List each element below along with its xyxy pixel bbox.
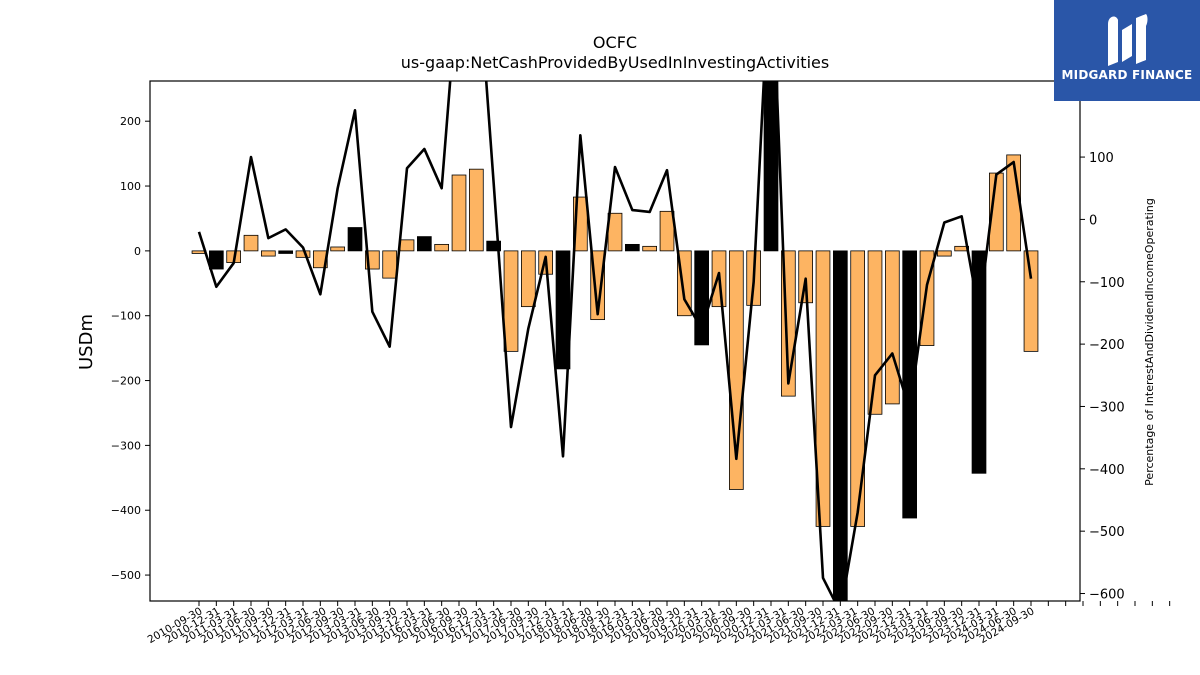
bar (763, 81, 779, 252)
bar (243, 234, 259, 252)
y2-tick-label: 0 (1089, 213, 1097, 228)
bar (625, 243, 640, 252)
bar (1023, 250, 1039, 352)
y2-tick-label: 100 (1089, 151, 1114, 166)
y-axis-label: USDm (76, 314, 97, 370)
bar (260, 250, 276, 257)
bar (815, 250, 831, 527)
x-axis: 2010-09-302010-12-312011-03-312011-06-30… (146, 601, 1171, 646)
bar (885, 250, 900, 405)
y-tick-label: −400 (111, 504, 141, 517)
bar (694, 250, 709, 346)
bar (399, 239, 415, 252)
bar (659, 210, 675, 252)
plot-frame (149, 80, 1081, 602)
y2-axis-label: Percentage of InterestAndDividendIncomeO… (1143, 198, 1156, 486)
chart-subtitle: us-gaap:NetCashProvidedByUsedInInvesting… (401, 53, 829, 72)
bar (521, 250, 536, 308)
y-tick-label: 100 (120, 180, 141, 193)
y2-tick-label: −100 (1089, 276, 1125, 291)
bar (208, 250, 224, 270)
y2-tick-label: −500 (1089, 525, 1125, 540)
y-tick-label: 200 (120, 115, 141, 128)
y-tick-label: 0 (134, 245, 141, 258)
midgard-finance-logo-icon (1108, 14, 1148, 66)
bar (382, 250, 398, 279)
y-tick-label: −200 (111, 375, 141, 388)
ratio-line (197, 81, 1033, 601)
bar (278, 250, 294, 254)
bar-series (191, 81, 1039, 601)
bar (330, 246, 346, 252)
bar (867, 250, 883, 415)
y2-tick-label: −600 (1089, 588, 1125, 603)
bar (503, 250, 519, 352)
y2-tick-label: −200 (1089, 338, 1125, 353)
bar (486, 240, 502, 252)
bar (850, 250, 865, 527)
logo-text: MIDGARD FINANCE (1061, 68, 1193, 82)
y2-tick-label: −400 (1089, 463, 1125, 478)
y-tick-label: −100 (111, 310, 141, 323)
bar (416, 236, 432, 252)
bar (295, 250, 311, 258)
y-axis-left: −500 −400 −300 −200 −100 0 100 200 (111, 115, 150, 582)
bar (937, 250, 952, 257)
bar (468, 168, 484, 252)
bar (451, 174, 467, 252)
bar (971, 250, 987, 474)
chart-title: OCFC (593, 33, 637, 52)
bar (833, 250, 848, 601)
line-series (197, 81, 1033, 601)
brand-logo: MIDGARD FINANCE (1054, 0, 1200, 101)
y-tick-label: −500 (111, 569, 141, 582)
bar (434, 243, 450, 252)
bar (902, 250, 917, 519)
y-axis-right: −600 −500 −400 −300 −200 −100 0 100 (1080, 151, 1125, 603)
y-tick-label: −300 (111, 439, 141, 452)
y2-tick-label: −300 (1089, 400, 1125, 415)
bar (798, 250, 813, 304)
bar (347, 227, 363, 252)
bar (642, 245, 657, 252)
